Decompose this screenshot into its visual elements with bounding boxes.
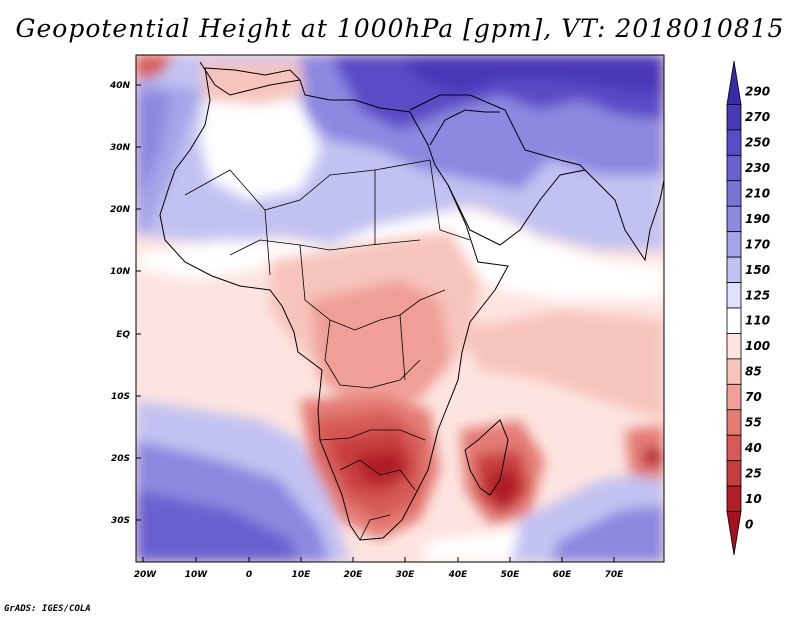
- colorbar-swatch: [726, 485, 742, 512]
- colorbar-label: 100: [745, 339, 770, 353]
- colorbar-swatch: [726, 256, 742, 283]
- y-tick-label: 30N: [110, 143, 131, 153]
- colorbar-label: 190: [745, 212, 770, 226]
- y-tick-label: 20S: [111, 454, 130, 464]
- colorbar-label: 150: [745, 263, 770, 277]
- y-tick-label: 30S: [111, 516, 130, 526]
- country-borders: [184, 159, 471, 541]
- height-field: [136, 55, 664, 562]
- x-tick-label: 70E: [605, 570, 625, 580]
- x-tick-label: 20W: [134, 570, 158, 580]
- y-tick-label: EQ: [116, 330, 130, 340]
- colorbar-label: 250: [745, 136, 770, 150]
- x-tick-label: 0: [246, 570, 252, 580]
- colorbar-swatch: [726, 409, 742, 436]
- plot-frame: [135, 54, 665, 563]
- y-tick-label: 10N: [110, 267, 131, 277]
- colorbar-label: 0: [745, 517, 753, 531]
- colorbar: 2902702502302101901701501251101008570554…: [726, 60, 770, 556]
- x-tick-label: 50E: [501, 570, 521, 580]
- map-title: Geopotential Height at 1000hPa [gpm], VT…: [15, 14, 785, 43]
- colorbar-label: 10: [745, 492, 762, 506]
- colorbar-swatch: [726, 60, 742, 105]
- colorbar-swatch: [726, 205, 742, 233]
- x-tick-label: 20E: [344, 570, 364, 580]
- x-tick-label: 60E: [553, 570, 573, 580]
- tick-marks: [136, 84, 615, 562]
- colorbar-swatch: [726, 307, 742, 334]
- coastlines: [159, 61, 664, 541]
- colorbar-label: 170: [745, 237, 770, 251]
- y-tick-label: 40N: [109, 81, 131, 91]
- colorbar-swatch: [726, 104, 742, 131]
- colorbar-swatch: [726, 129, 742, 156]
- colorbar-label: 85: [745, 365, 762, 379]
- colorbar-label: 230: [745, 161, 770, 175]
- colorbar-swatch: [726, 460, 742, 487]
- grads-credit: GrADS: IGES/COLA: [4, 604, 91, 614]
- x-tick-label: 30E: [396, 570, 416, 580]
- colorbar-swatch: [726, 282, 742, 309]
- colorbar-swatch: [726, 383, 742, 411]
- colorbar-label: 290: [745, 85, 770, 99]
- x-tick-label: 10E: [292, 570, 312, 580]
- colorbar-swatch: [726, 154, 742, 182]
- colorbar-label: 125: [745, 288, 770, 302]
- colorbar-swatch: [726, 231, 742, 258]
- colorbar-label: 110: [745, 314, 770, 328]
- x-axis-labels: 20W 10W 0 10E 20E 30E 40E 50E 60E 70E: [134, 570, 624, 580]
- colorbar-swatch: [726, 180, 742, 207]
- colorbar-swatch: [726, 358, 742, 385]
- colorbar-label: 270: [745, 110, 770, 124]
- colorbar-label: 55: [745, 416, 762, 430]
- y-tick-label: 10S: [111, 392, 130, 402]
- colorbar-swatch: [726, 333, 742, 360]
- x-tick-label: 40E: [448, 570, 469, 580]
- colorbar-swatch: [726, 434, 742, 462]
- y-axis-labels: 40N 30N 20N 10N EQ 10S 20S 30S: [109, 81, 131, 526]
- colorbar-label: 70: [745, 390, 762, 404]
- colorbar-label: 210: [745, 187, 770, 201]
- x-tick-label: 10W: [185, 570, 209, 580]
- colorbar-swatch: [726, 511, 742, 556]
- y-tick-label: 20N: [110, 205, 131, 215]
- colorbar-label: 25: [745, 466, 762, 480]
- colorbar-label: 40: [744, 441, 762, 455]
